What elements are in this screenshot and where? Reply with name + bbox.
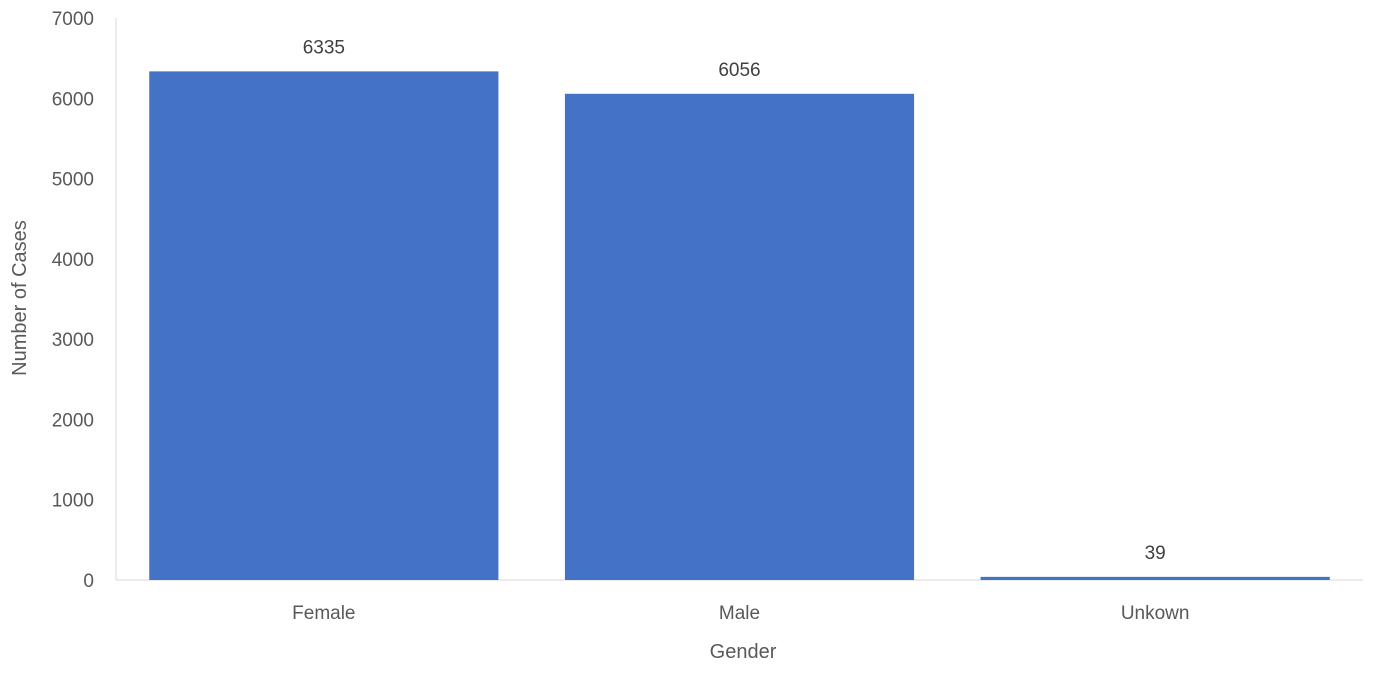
y-tick-label: 4000 bbox=[52, 250, 94, 271]
x-axis-ticks: Female Male Unkown bbox=[292, 603, 1189, 624]
bar-unkown bbox=[980, 576, 1330, 580]
y-tick-label: 1000 bbox=[52, 491, 94, 512]
y-tick-label: 0 bbox=[83, 571, 94, 592]
y-tick-label: 3000 bbox=[52, 330, 94, 351]
y-tick-label: 6000 bbox=[52, 89, 94, 110]
y-axis-title: Number of Cases bbox=[9, 220, 31, 376]
y-axis-ticks: 0 1000 2000 3000 4000 5000 6000 7000 bbox=[52, 9, 94, 592]
bars: 6335 6056 39 bbox=[149, 37, 1330, 581]
data-label: 6335 bbox=[303, 37, 345, 58]
data-label: 6056 bbox=[718, 60, 760, 81]
data-label: 39 bbox=[1145, 543, 1166, 564]
y-tick-label: 5000 bbox=[52, 170, 94, 191]
x-axis-title: Gender bbox=[710, 641, 777, 663]
y-tick-label: 2000 bbox=[52, 410, 94, 431]
x-tick-label: Unkown bbox=[1121, 603, 1190, 624]
bar-male bbox=[564, 93, 915, 581]
x-tick-label: Male bbox=[719, 603, 760, 624]
bar-female bbox=[149, 71, 499, 580]
y-tick-label: 7000 bbox=[52, 9, 94, 30]
x-tick-label: Female bbox=[292, 603, 355, 624]
